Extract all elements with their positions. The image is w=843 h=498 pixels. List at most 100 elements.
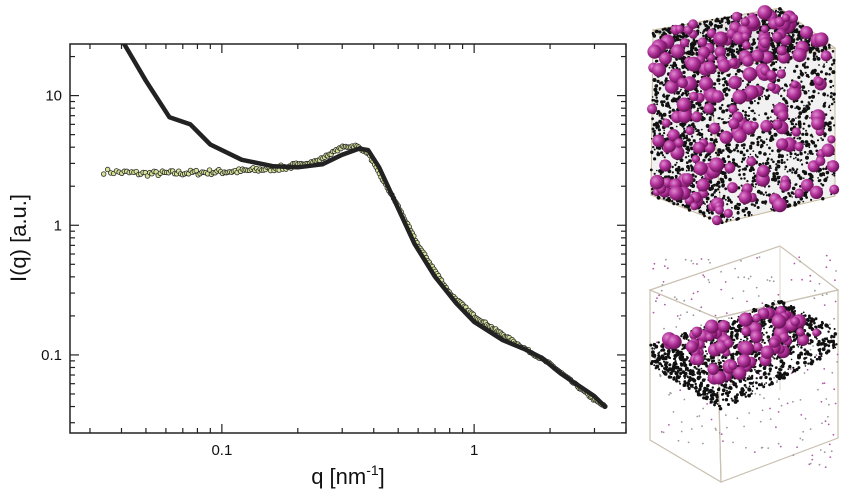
sphere (691, 326, 702, 338)
particle (773, 177, 778, 182)
particle (792, 192, 795, 195)
particle (749, 46, 754, 51)
particle (784, 99, 788, 103)
particle (736, 206, 740, 210)
particle (656, 297, 658, 299)
particle (765, 138, 768, 141)
particle (690, 385, 692, 388)
sphere (751, 49, 765, 63)
particle (761, 446, 764, 449)
particle (828, 326, 830, 329)
particle (772, 356, 774, 358)
particle (701, 211, 706, 216)
particle (816, 57, 821, 61)
particle (649, 168, 653, 172)
particle (746, 83, 750, 87)
particle (808, 326, 812, 330)
x-axis-title: q [nm-1] (311, 462, 385, 489)
particle (725, 218, 729, 221)
particle (724, 92, 729, 97)
particle (780, 364, 785, 369)
particle (833, 101, 836, 104)
particle (786, 154, 789, 156)
particle (705, 196, 710, 201)
particle (719, 24, 723, 29)
particle (712, 183, 716, 187)
particle (681, 348, 684, 351)
particle (833, 332, 838, 336)
particle (710, 396, 715, 401)
particle (668, 110, 671, 113)
particle (738, 169, 741, 172)
particle (746, 337, 749, 340)
particle (657, 341, 660, 344)
particle (730, 332, 733, 335)
particle (702, 30, 705, 33)
particle (753, 112, 756, 115)
particle (739, 165, 741, 168)
particle (669, 392, 671, 394)
particle (740, 392, 744, 397)
particle (775, 374, 780, 379)
particle (735, 329, 740, 333)
particle (709, 400, 713, 404)
particle (675, 298, 678, 301)
particle (795, 117, 797, 119)
sphere (676, 97, 692, 112)
sphere (693, 354, 705, 366)
particle (825, 266, 828, 269)
sphere (757, 164, 770, 178)
particle (795, 154, 798, 157)
particle (765, 97, 769, 101)
particle (723, 159, 727, 164)
particle (805, 196, 808, 199)
particle (820, 137, 822, 140)
particle (813, 297, 816, 300)
particle (717, 185, 721, 189)
particle (761, 302, 764, 305)
sphere (689, 91, 699, 102)
particle (809, 46, 814, 51)
particle (767, 94, 771, 97)
particle (721, 398, 725, 401)
particle (679, 314, 682, 316)
sphere (706, 28, 717, 38)
particle (823, 121, 828, 126)
particle (668, 424, 670, 426)
particle (715, 182, 719, 187)
particle (765, 194, 769, 197)
particle (788, 365, 792, 369)
particle (820, 182, 823, 185)
particle (726, 394, 730, 398)
particle (727, 155, 730, 159)
sphere (761, 51, 774, 64)
particle (726, 52, 730, 57)
particle (656, 195, 661, 200)
particle (676, 171, 680, 175)
particle (828, 106, 831, 109)
particle (651, 117, 654, 121)
sphere (769, 337, 780, 348)
sphere (815, 156, 826, 166)
particle (772, 174, 777, 179)
particle (797, 346, 800, 348)
sphere (797, 334, 810, 346)
sphere (776, 45, 788, 56)
particle (823, 451, 826, 454)
sphere (728, 75, 742, 90)
particle (653, 148, 656, 151)
particle (708, 281, 711, 284)
particle (726, 196, 730, 200)
particle (791, 39, 795, 44)
particle (685, 93, 689, 97)
particle (809, 117, 811, 119)
particle (776, 371, 780, 374)
particle (664, 356, 668, 361)
particle (807, 75, 810, 79)
particle (718, 191, 721, 194)
particle (663, 132, 666, 135)
particle (773, 357, 776, 360)
particle (684, 343, 687, 346)
particle (802, 311, 805, 314)
